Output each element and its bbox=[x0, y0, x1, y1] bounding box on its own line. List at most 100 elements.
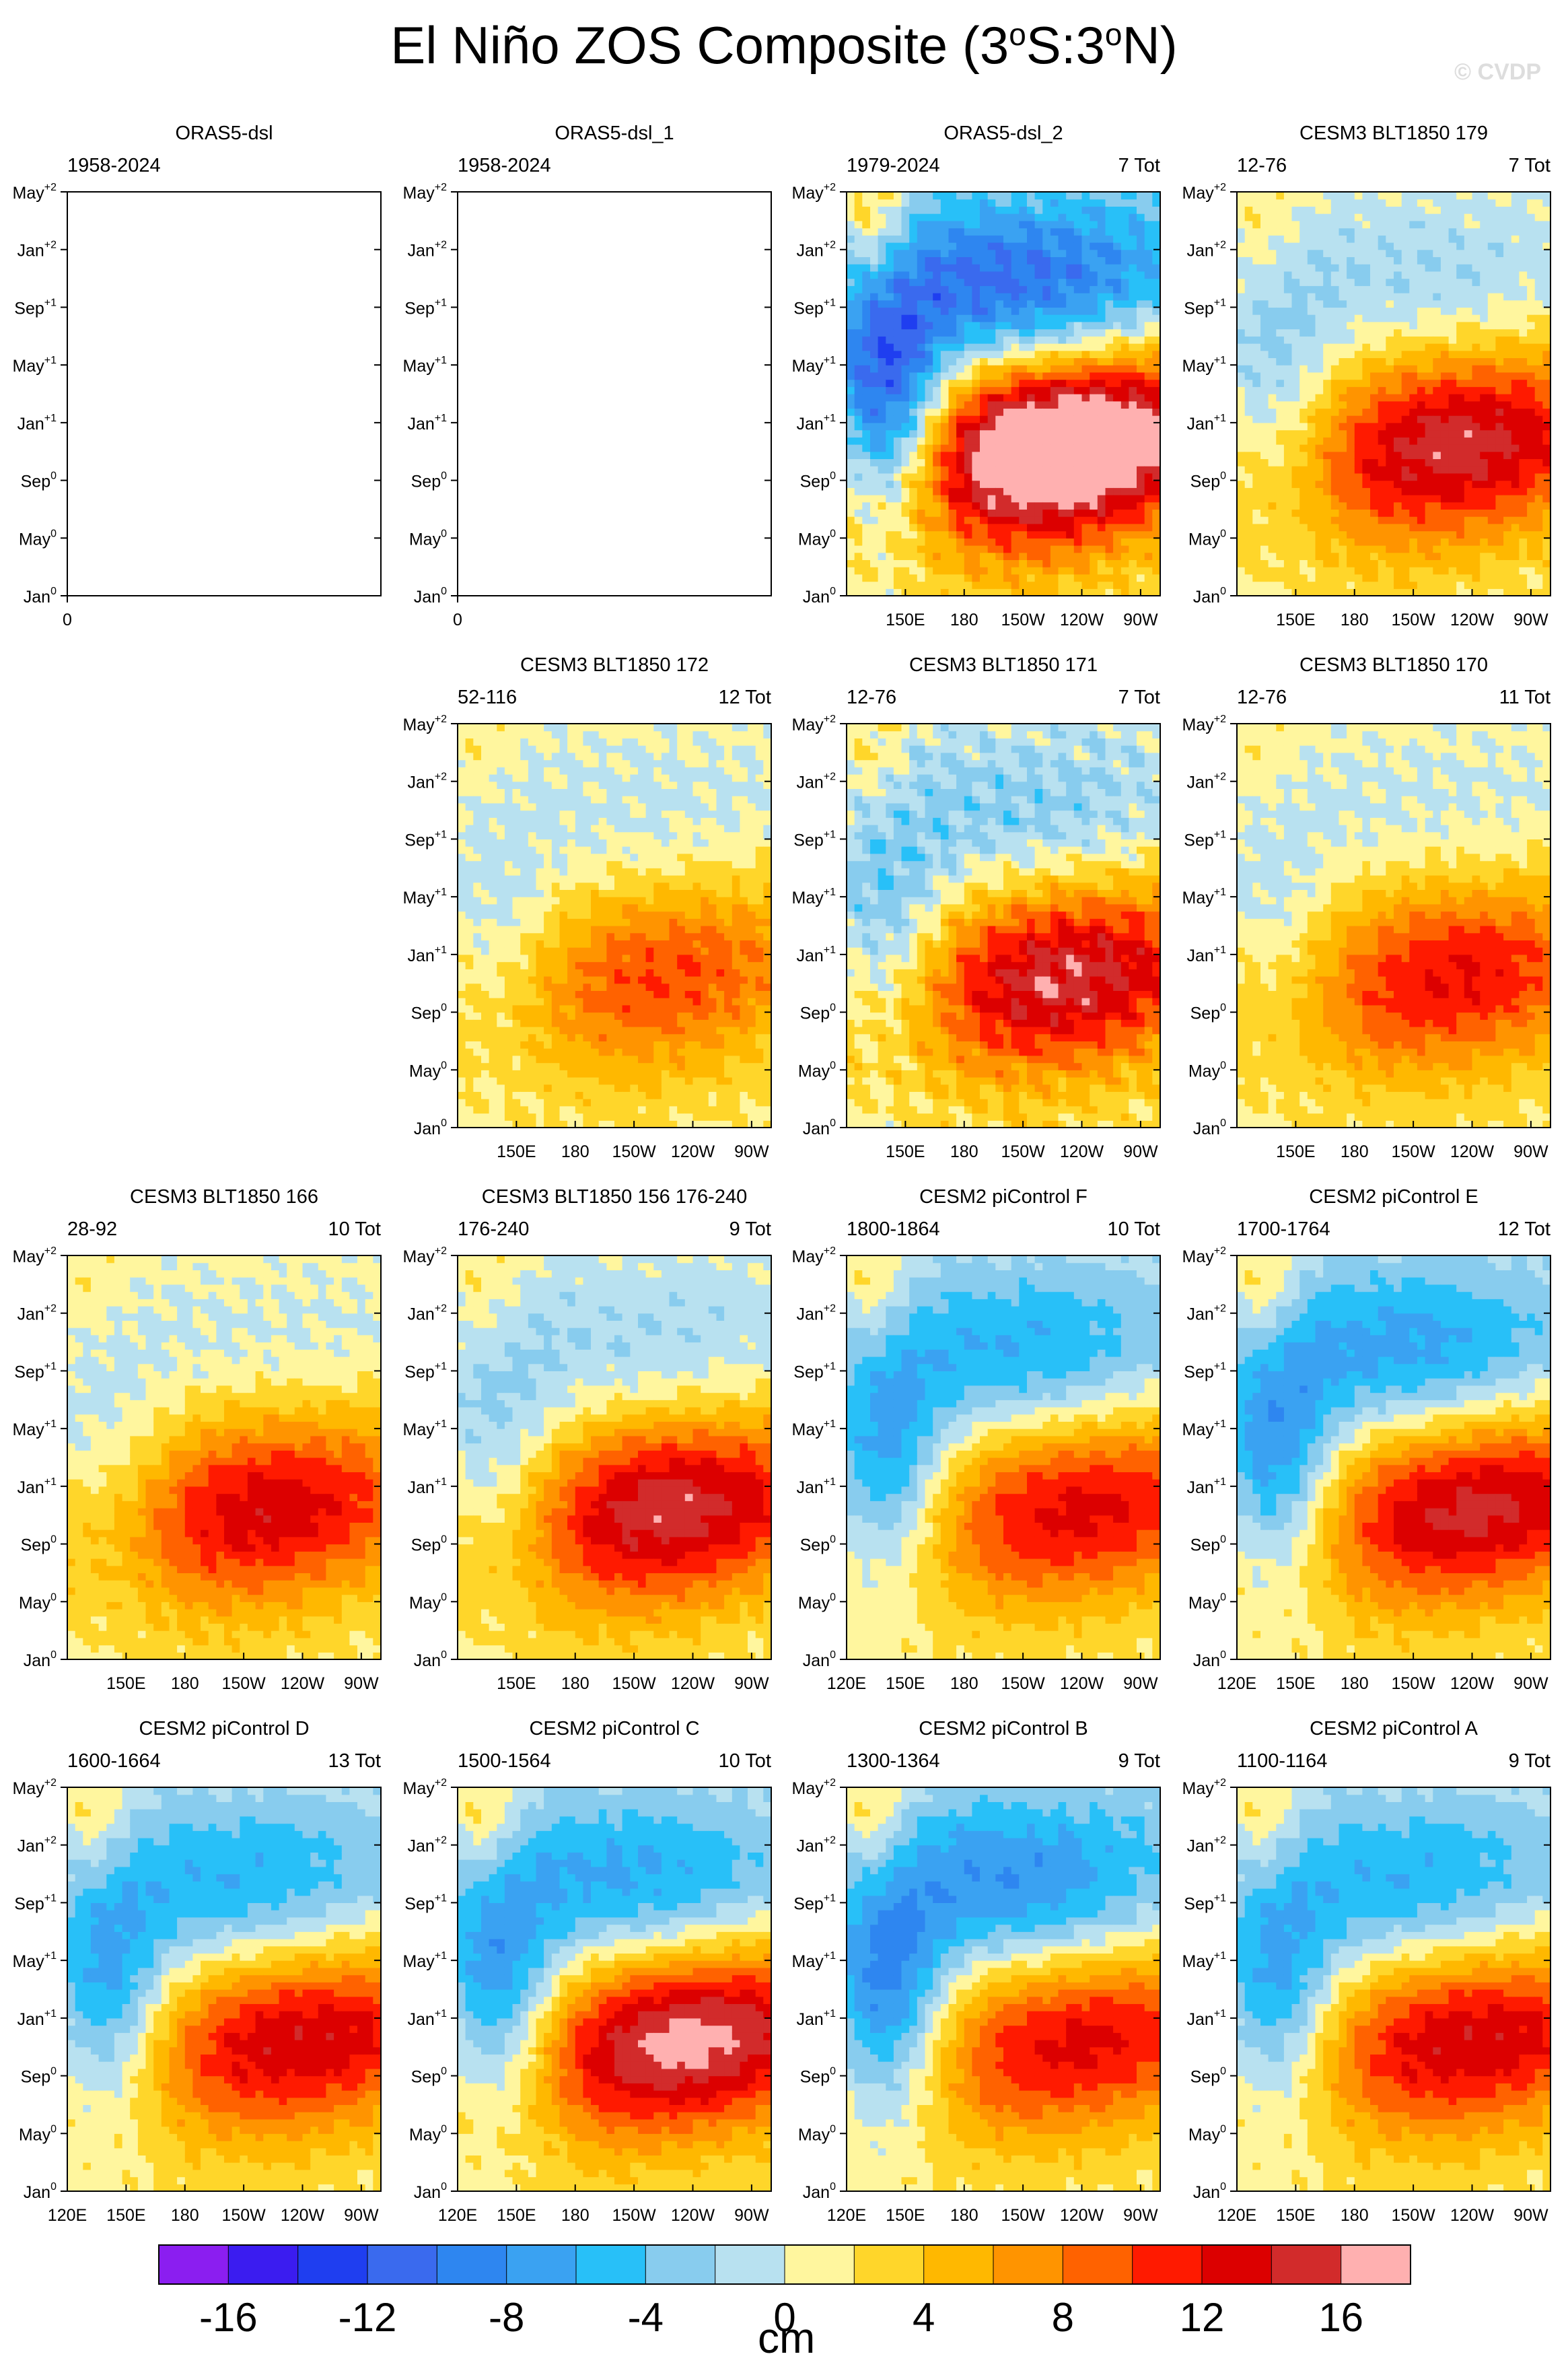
heatmap-cell bbox=[909, 516, 917, 524]
heatmap-cell bbox=[1027, 481, 1035, 488]
heatmap-cell bbox=[972, 256, 980, 264]
heatmap-cell bbox=[894, 481, 902, 488]
heatmap-cell bbox=[870, 336, 878, 343]
heatmap-cell bbox=[917, 206, 925, 213]
heatmap-cell bbox=[949, 408, 957, 415]
heatmap-cell bbox=[902, 221, 910, 228]
heatmap-cell bbox=[956, 415, 964, 423]
heatmap-cell bbox=[1011, 588, 1020, 596]
heatmap-cell bbox=[902, 415, 910, 423]
heatmap-cell bbox=[949, 502, 957, 510]
heatmap-cell bbox=[847, 221, 855, 228]
heatmap-cell bbox=[1019, 487, 1027, 495]
heatmap-cell bbox=[878, 516, 886, 524]
heatmap-cell bbox=[933, 567, 941, 574]
heatmap-cell bbox=[1027, 495, 1035, 502]
heatmap-cell bbox=[956, 495, 964, 502]
heatmap-cell bbox=[870, 401, 878, 409]
heatmap-cell bbox=[855, 386, 863, 394]
heatmap-cell bbox=[1035, 365, 1043, 372]
heatmap-cell bbox=[862, 574, 870, 582]
y-tick-label: Jan+1 bbox=[17, 413, 57, 434]
heatmap-cell bbox=[1027, 458, 1035, 466]
heatmap-cell bbox=[980, 487, 988, 495]
heatmap-cell bbox=[862, 357, 870, 365]
heatmap-cell bbox=[1011, 235, 1020, 242]
heatmap-cell bbox=[941, 351, 949, 358]
heatmap-cell bbox=[925, 293, 933, 300]
heatmap-cell bbox=[964, 351, 972, 358]
heatmap-cell bbox=[1003, 481, 1011, 488]
heatmap-cell bbox=[862, 401, 870, 409]
heatmap-cell bbox=[1011, 228, 1020, 236]
heatmap-cell bbox=[941, 336, 949, 343]
heatmap-cell bbox=[870, 351, 878, 358]
heatmap-cell bbox=[949, 386, 957, 394]
heatmap-cell bbox=[988, 567, 996, 574]
heatmap-cell bbox=[870, 430, 878, 438]
heatmap-cell bbox=[1035, 357, 1043, 365]
heatmap-cell bbox=[1027, 357, 1035, 365]
heatmap-cell bbox=[902, 242, 910, 250]
heatmap-cell bbox=[862, 279, 870, 286]
heatmap-cell bbox=[1003, 394, 1011, 401]
heatmap-cell bbox=[886, 372, 894, 380]
heatmap-cell bbox=[941, 473, 949, 481]
heatmap-cell bbox=[980, 221, 988, 228]
heatmap-cell bbox=[995, 574, 1003, 582]
heatmap-cell bbox=[1011, 213, 1020, 221]
heatmap-cell bbox=[1027, 264, 1035, 271]
heatmap-cell bbox=[988, 466, 996, 473]
heatmap-cell bbox=[886, 285, 894, 293]
heatmap-cell bbox=[878, 502, 886, 510]
heatmap-cell bbox=[886, 466, 894, 473]
heatmap-cell bbox=[972, 458, 980, 466]
heatmap-cell bbox=[925, 538, 933, 545]
heatmap-cell bbox=[886, 588, 894, 596]
heatmap-cell bbox=[956, 559, 964, 567]
heatmap-cell bbox=[902, 567, 910, 574]
heatmap-cell bbox=[847, 206, 855, 213]
heatmap-cell bbox=[980, 314, 988, 322]
heatmap-cell bbox=[1019, 279, 1027, 286]
heatmap-cell bbox=[988, 524, 996, 531]
heatmap-cell bbox=[988, 279, 996, 286]
heatmap-cell bbox=[902, 423, 910, 430]
heatmap-cell bbox=[995, 394, 1003, 401]
heatmap-cell bbox=[995, 285, 1003, 293]
panel-title: ORAS5-dsl_1 bbox=[555, 123, 674, 144]
heatmap-cell bbox=[933, 437, 941, 444]
heatmap-cell bbox=[917, 574, 925, 582]
heatmap-cell bbox=[933, 343, 941, 351]
heatmap-cell bbox=[870, 567, 878, 574]
heatmap-cell bbox=[972, 481, 980, 488]
heatmap-cell bbox=[855, 329, 863, 337]
heatmap-cell bbox=[1035, 351, 1043, 358]
heatmap-cell bbox=[886, 408, 894, 415]
heatmap-cell bbox=[1019, 264, 1027, 271]
heatmap-cell bbox=[847, 538, 855, 545]
heatmap-cell bbox=[862, 386, 870, 394]
heatmap-cell bbox=[878, 192, 886, 199]
heatmap-cell bbox=[855, 553, 863, 560]
heatmap-cell bbox=[964, 481, 972, 488]
heatmap-cell bbox=[917, 567, 925, 574]
heatmap-cell bbox=[1011, 314, 1020, 322]
heatmap-cell bbox=[964, 250, 972, 257]
heatmap-cell bbox=[847, 343, 855, 351]
heatmap-cell bbox=[980, 509, 988, 516]
heatmap-cell bbox=[886, 314, 894, 322]
heatmap-cell bbox=[870, 293, 878, 300]
heatmap-cell bbox=[995, 206, 1003, 213]
heatmap-cell bbox=[917, 401, 925, 409]
heatmap-cell bbox=[988, 444, 996, 452]
heatmap-cell bbox=[972, 250, 980, 257]
heatmap-cell bbox=[1019, 256, 1027, 264]
heatmap-cell bbox=[847, 351, 855, 358]
heatmap-cell bbox=[972, 452, 980, 459]
heatmap-cell bbox=[855, 531, 863, 539]
heatmap-cell bbox=[878, 415, 886, 423]
heatmap-cell bbox=[909, 423, 917, 430]
heatmap-cell bbox=[988, 582, 996, 589]
heatmap-cell bbox=[1035, 574, 1043, 582]
